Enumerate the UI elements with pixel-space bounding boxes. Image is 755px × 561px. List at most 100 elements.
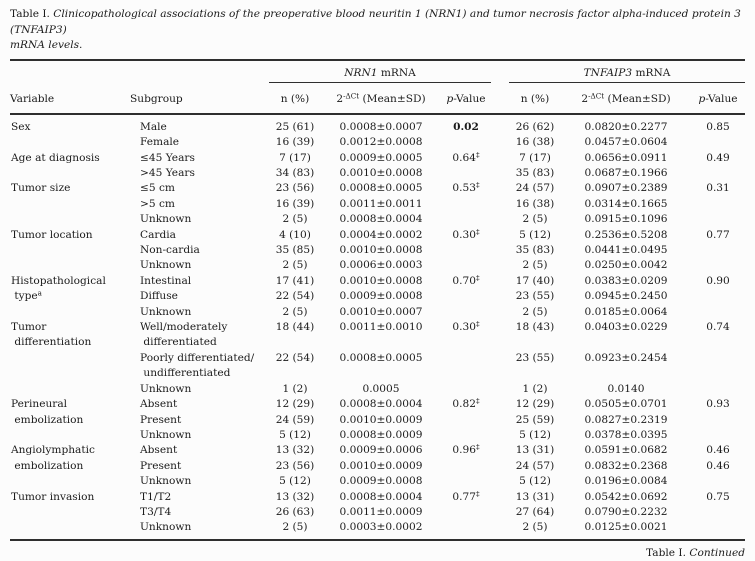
tnfaip3-p-cell: 0.85 (691, 114, 745, 135)
tnfaip3-mean-header: 2-ΔCt (Mean±SD) (561, 82, 691, 115)
variable-cell-text: Angiolymphatic (11, 444, 95, 457)
variable-cell-text: type (11, 290, 38, 303)
tnfaip3-mean-cell: 0.0383±0.0209 (561, 274, 691, 289)
subgroup-cell: Male (130, 114, 269, 135)
subgroup-cell-text: Present (140, 413, 182, 426)
tnfaip3-mean-cell-text: 0.0687±0.1966 (584, 167, 668, 179)
nrn1-n-cell-text: 2 (5) (282, 213, 308, 226)
nrn1-mean-header: 2-ΔCt (Mean±SD) (321, 82, 441, 115)
footer-continued: Continued (689, 546, 745, 559)
tnfaip3-mean-cell-text: 0.0314±0.1665 (584, 197, 668, 210)
tnfaip3-mean-cell-text: 0.0196±0.0084 (584, 475, 668, 488)
table-row: Perineural Absent 12 (29) 0.0008±0.0004 0.82… (10, 397, 745, 412)
tnfaip3-p-cell (691, 382, 745, 397)
tnfaip3-p-cell (691, 212, 745, 227)
subgroup-cell-text: Female (140, 136, 180, 149)
empty-header-cell (10, 60, 130, 83)
tnfaip3-mean-cell-text: 0.0383±0.0209 (584, 274, 668, 287)
nrn1-n-cell: 2 (5) (269, 520, 321, 539)
variable-cell (10, 505, 130, 520)
tnfaip3-p-cell (691, 520, 745, 539)
nrn1-mean-cell: 0.0005 (321, 382, 441, 397)
variable-cell-text: embolization (11, 413, 84, 426)
subgroup-cell-text: ≤5 cm (140, 182, 175, 195)
nrn1-mean-cell: 0.0011±0.0010 (321, 320, 441, 351)
column-gap (491, 474, 509, 489)
nrn1-p-cell (441, 135, 491, 150)
nrn1-n-cell-text: 17 (41) (275, 274, 315, 287)
column-gap (491, 443, 509, 458)
nrn1-p-cell (441, 212, 491, 227)
tnfaip3-p-cell (691, 428, 745, 443)
subgroup-cell: Unknown (130, 428, 269, 443)
variable-cell: embolization (10, 459, 130, 474)
table-row: Tumor differentiation Well/moderately dif… (10, 320, 745, 351)
nrn1-n-cell-text: 13 (32) (275, 444, 315, 457)
tnfaip3-mean-cell-text: 0.0185±0.0064 (584, 305, 668, 318)
p-symbol: p (446, 92, 454, 105)
nrn1-p-cell (441, 413, 491, 428)
nrn1-n-cell: 24 (59) (269, 413, 321, 428)
tnfaip3-mean-cell: 0.0542±0.0692 (561, 490, 691, 505)
nrn1-n-cell-text: 34 (83) (275, 167, 315, 179)
tnfaip3-n-cell-text: 1 (2) (522, 382, 548, 395)
tnfaip3-mean-cell-text: 0.0505±0.0701 (584, 398, 668, 411)
nrn1-mean-cell: 0.0008±0.0005 (321, 351, 441, 382)
tnfaip3-mean-cell: 0.0832±0.2368 (561, 459, 691, 474)
tnfaip3-p-cell-text: 0.49 (706, 151, 730, 164)
nrn1-n-cell: 12 (29) (269, 397, 321, 412)
subgroup-cell-text: T3/T4 (140, 505, 172, 518)
tnfaip3-n-cell-text: 24 (57) (515, 182, 555, 195)
column-gap (491, 243, 509, 258)
superscript-marker: ‡ (476, 150, 480, 160)
nrn1-n-cell: 7 (17) (269, 151, 321, 166)
nrn1-mean-cell-text: 0.0006±0.0003 (339, 259, 423, 272)
tnfaip3-mean-cell-text: 0.0140 (607, 382, 645, 395)
nrn1-p-cell-text: 0.30 (452, 321, 476, 334)
tnfaip3-gene-name: TNFAIP3 (583, 66, 633, 79)
footer-label: Table I. (646, 546, 690, 559)
tnfaip3-p-cell (691, 289, 745, 304)
nrn1-p-cell (441, 305, 491, 320)
variable-cell: Sex (10, 114, 130, 135)
nrn1-p-cell (441, 474, 491, 489)
nrn1-p-cell: 0.96‡ (441, 443, 491, 458)
subgroup-cell-text: Absent (140, 444, 178, 457)
nrn1-n-cell: 23 (56) (269, 181, 321, 196)
variable-cell-text: embolization (11, 459, 84, 472)
superscript-marker: ‡ (476, 273, 480, 283)
column-gap (491, 166, 509, 181)
tnfaip3-p-cell: 0.75 (691, 490, 745, 505)
nrn1-n-cell-text: 5 (12) (279, 428, 311, 441)
subgroup-cell-text: T1/T2 (140, 490, 172, 503)
nrn1-n-cell: 16 (39) (269, 197, 321, 212)
table-row: Tumor location Cardia 4 (10) 0.0004±0.0002 0… (10, 228, 745, 243)
nrn1-n-cell: 18 (44) (269, 320, 321, 351)
tnfaip3-p-cell (691, 197, 745, 212)
nrn1-mean-cell: 0.0010±0.0008 (321, 166, 441, 181)
nrn1-p-cell-text: 0.53 (452, 182, 476, 195)
table-row: >5 cm 16 (39) 0.0011±0.0011 16 (38) 0.0314±0… (10, 197, 745, 212)
tnfaip3-p-cell-text: 0.46 (706, 459, 730, 472)
nrn1-mean-cell: 0.0008±0.0004 (321, 490, 441, 505)
nrn1-n-cell: 35 (85) (269, 243, 321, 258)
subgroup-cell-text: Unknown (140, 259, 192, 272)
tnfaip3-n-cell-text: 13 (31) (515, 490, 555, 503)
tnfaip3-n-cell: 25 (59) (509, 413, 561, 428)
subgroup-cell: Unknown (130, 305, 269, 320)
nrn1-p-cell (441, 289, 491, 304)
variable-cell (10, 197, 130, 212)
column-gap (491, 228, 509, 243)
nrn1-mean-cell: 0.0010±0.0009 (321, 459, 441, 474)
column-gap (491, 382, 509, 397)
nrn1-n-header: n (%) (269, 82, 321, 115)
tnfaip3-mean-cell-text: 0.0591±0.0682 (584, 444, 668, 457)
tnfaip3-n-cell: 5 (12) (509, 228, 561, 243)
nrn1-n-cell-text: 16 (39) (275, 136, 315, 149)
column-gap (491, 258, 509, 273)
tnfaip3-n-cell-text: 16 (38) (515, 136, 555, 149)
nrn1-n-cell-text: 16 (39) (275, 197, 315, 210)
nrn1-p-cell: 0.82‡ (441, 397, 491, 412)
nrn1-p-cell: 0.02 (441, 114, 491, 135)
variable-cell (10, 305, 130, 320)
